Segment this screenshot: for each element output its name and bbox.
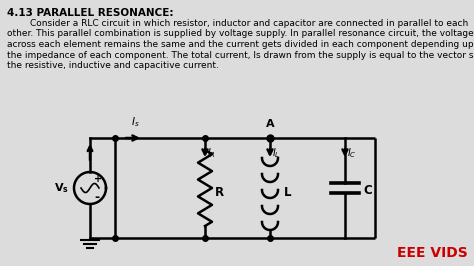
Text: -: - [94,192,99,205]
Text: $\mathbf{V_s}$: $\mathbf{V_s}$ [54,181,69,195]
Text: A: A [266,119,274,129]
Text: $I_R$: $I_R$ [207,146,216,160]
Text: the impedance of each component. The total current, Is drawn from the supply is : the impedance of each component. The tot… [7,51,474,60]
Text: $I_s$: $I_s$ [131,115,140,129]
Text: R: R [215,186,224,200]
Text: across each element remains the same and the current gets divided in each compon: across each element remains the same and… [7,40,474,49]
Text: 4.13 PARALLEL RESONANCE:: 4.13 PARALLEL RESONANCE: [7,8,173,18]
Text: EEE VIDS: EEE VIDS [397,246,468,260]
Text: $I_C$: $I_C$ [347,146,356,160]
Text: +: + [94,174,102,184]
Text: C: C [363,185,372,197]
Text: other. This parallel combination is supplied by voltage supply. In parallel reso: other. This parallel combination is supp… [7,30,474,39]
Text: Consider a RLC circuit in which resistor, inductor and capacitor are connected i: Consider a RLC circuit in which resistor… [7,19,468,28]
Text: the resistive, inductive and capacitive current.: the resistive, inductive and capacitive … [7,61,219,70]
Text: L: L [284,186,292,200]
Text: $I_L$: $I_L$ [272,146,280,160]
